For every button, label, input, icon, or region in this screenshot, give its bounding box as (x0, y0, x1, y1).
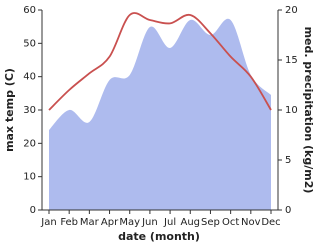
x-tick-label: Mar (80, 217, 100, 228)
x-tick-label: Jun (141, 217, 158, 228)
y-tick-label: 60 (23, 5, 36, 16)
x-tick-label: Feb (60, 217, 78, 228)
x-tick-label: Nov (241, 217, 261, 228)
y2-axis-label: med. precipitation (kg/m2) (302, 27, 315, 194)
precipitation-area (49, 18, 271, 211)
temp-line (48, 12, 272, 111)
x-axis-label: date (month) (118, 230, 200, 243)
y2-tick-label: 10 (285, 105, 298, 116)
x-tick-label: Aug (181, 217, 201, 228)
x-tick-label: Jul (163, 217, 176, 228)
y-tick-label: 20 (23, 138, 36, 149)
y-tick-label: 30 (23, 105, 36, 116)
y2-tick-label: 20 (285, 5, 298, 16)
y-tick-label: 10 (23, 172, 36, 183)
x-tick-label: Apr (101, 217, 119, 228)
y2-tick-label: 5 (285, 155, 291, 166)
x-tick-label: Oct (222, 217, 239, 228)
y2-tick-label: 0 (285, 205, 291, 216)
x-tick-label: Dec (261, 217, 280, 228)
y-tick-label: 0 (30, 205, 36, 216)
y2-tick-label: 15 (285, 55, 298, 66)
x-tick-label: May (119, 217, 140, 228)
x-tick-label: Sep (201, 217, 220, 228)
y-tick-label: 40 (23, 72, 36, 83)
y-axis-label: max temp (C) (3, 68, 16, 152)
x-tick-label: Jan (40, 217, 56, 228)
y-tick-label: 50 (23, 38, 36, 49)
